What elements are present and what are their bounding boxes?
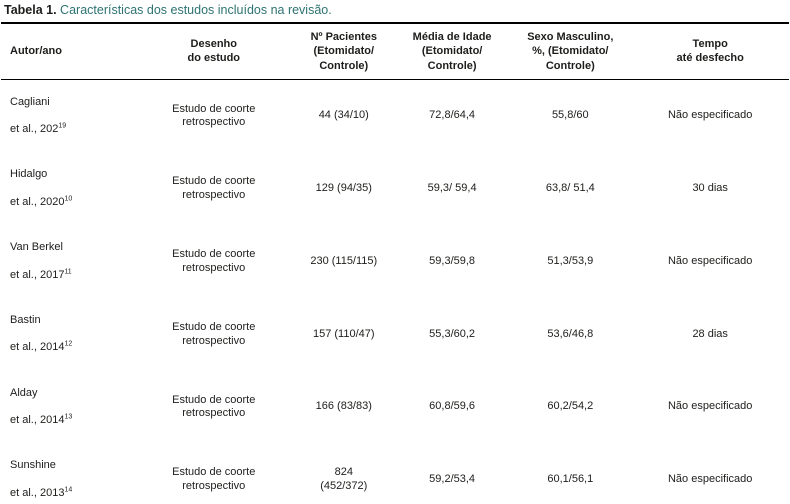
author-etal: et al., 2014 [10, 414, 65, 427]
table-caption-text: Características dos estudos incluídos na… [56, 3, 332, 17]
author-etal: et al., 2013 [10, 486, 65, 499]
col-header-n-patients: Nº Pacientes (Etomidato/ Controle) [292, 23, 395, 80]
male-sex-cell: 60,2/54,2 [547, 400, 594, 413]
header-row: Autor/ano Desenho do estudo Nº Pacientes… [1, 23, 789, 80]
study-design-cell: Estudo de coorte retrospectivo [172, 393, 256, 420]
author-etal: et al., 2014 [10, 341, 65, 354]
col-header-study-design: Desenho do estudo [134, 23, 293, 80]
table-header: Autor/ano Desenho do estudo Nº Pacientes… [1, 23, 789, 80]
col-header-mean-age: Média de Idade (Etomidato/ Controle) [394, 23, 510, 80]
table-body: Cagliani et al., 20219 Estudo de coorte … [1, 79, 789, 504]
time-to-outcome-cell: 28 dias [692, 327, 728, 340]
mean-age-cell: 72,8/64,4 [429, 109, 476, 122]
author-name: Van Berkel [10, 241, 63, 254]
table-row: Sunshine et al., 201314 Estudo de coorte… [1, 444, 789, 504]
table-caption-label: Tabela 1. [4, 3, 57, 17]
col-header-male-sex: Sexo Masculino, %, (Etomidato/ Controle) [509, 23, 632, 80]
col-header-author-year: Autor/ano [1, 23, 135, 80]
male-sex-cell: 51,3/53,9 [547, 254, 594, 267]
author-name: Bastin [10, 313, 41, 326]
male-sex-cell: 63,8/ 51,4 [545, 182, 595, 195]
col-header-time-to-outcome: Tempo até desfecho [631, 23, 789, 80]
author-name: Alday [10, 386, 38, 399]
male-sex-cell: 53,6/46,8 [547, 327, 594, 340]
author-name: Hidalgo [10, 168, 48, 181]
author-etal: et al., 2017 [10, 268, 65, 281]
mean-age-cell: 55,3/60,2 [429, 327, 476, 340]
author-cell: Bastin et al., 201412 [1, 298, 135, 371]
table-row: Van Berkel et al., 201711 Estudo de coor… [1, 225, 789, 298]
n-patients-cell: 166 (83/83) [315, 400, 372, 413]
male-sex-cell: 60,1/56,1 [547, 473, 594, 486]
study-design-cell: Estudo de coorte retrospectivo [172, 175, 256, 202]
mean-age-cell: 59,3/ 59,4 [427, 182, 477, 195]
author-cell: Cagliani et al., 20219 [1, 79, 135, 152]
n-patients-cell: 230 (115/115) [310, 254, 378, 267]
study-design-cell: Estudo de coorte retrospectivo [172, 102, 256, 129]
table-row: Hidalgo et al., 202010 Estudo de coorte … [1, 153, 789, 226]
n-patients-cell: 157 (110/47) [312, 327, 375, 340]
n-patients-cell: 129 (94/35) [315, 182, 372, 195]
n-patients-cell: 44 (34/10) [318, 109, 369, 122]
reference-superscript: 13 [64, 413, 73, 421]
studies-table: Autor/ano Desenho do estudo Nº Pacientes… [1, 22, 789, 504]
study-design-cell: Estudo de coorte retrospectivo [172, 248, 256, 274]
study-design-cell: Estudo de coorte retrospectivo [172, 466, 256, 493]
time-to-outcome-cell: Não especificado [667, 400, 753, 413]
author-cell: Hidalgo et al., 202010 [1, 153, 135, 226]
reference-superscript: 11 [64, 267, 72, 275]
time-to-outcome-cell: Não especificado [667, 254, 753, 267]
author-cell: Alday et al., 201413 [1, 371, 135, 444]
study-design-cell: Estudo de coorte retrospectivo [172, 320, 256, 347]
time-to-outcome-cell: Não especificado [667, 473, 753, 486]
mean-age-cell: 59,2/53,4 [429, 473, 476, 486]
table-row: Alday et al., 201413 Estudo de coorte re… [1, 371, 789, 444]
table-row: Cagliani et al., 20219 Estudo de coorte … [1, 79, 789, 152]
author-etal: et al., 2020 [10, 195, 65, 208]
mean-age-cell: 60,8/59,6 [429, 400, 476, 413]
table-row: Bastin et al., 201412 Estudo de coorte r… [1, 298, 789, 371]
n-patients-cell: 824 (452/372) [320, 466, 368, 493]
author-etal: et al., 202 [10, 123, 59, 136]
author-cell: Van Berkel et al., 201711 [1, 225, 135, 298]
reference-superscript: 14 [64, 486, 73, 494]
male-sex-cell: 55,8/60 [551, 109, 589, 122]
table-caption: Tabela 1. Características dos estudos in… [1, 3, 789, 22]
author-name: Cagliani [10, 95, 50, 108]
reference-superscript: 12 [64, 340, 73, 348]
reference-superscript: 19 [58, 122, 67, 130]
author-cell: Sunshine et al., 201314 [1, 444, 135, 504]
author-name: Sunshine [10, 459, 56, 472]
reference-superscript: 10 [64, 195, 73, 203]
time-to-outcome-cell: Não especificado [667, 109, 753, 122]
mean-age-cell: 59,3/59,8 [429, 254, 476, 267]
time-to-outcome-cell: 30 dias [692, 182, 728, 195]
